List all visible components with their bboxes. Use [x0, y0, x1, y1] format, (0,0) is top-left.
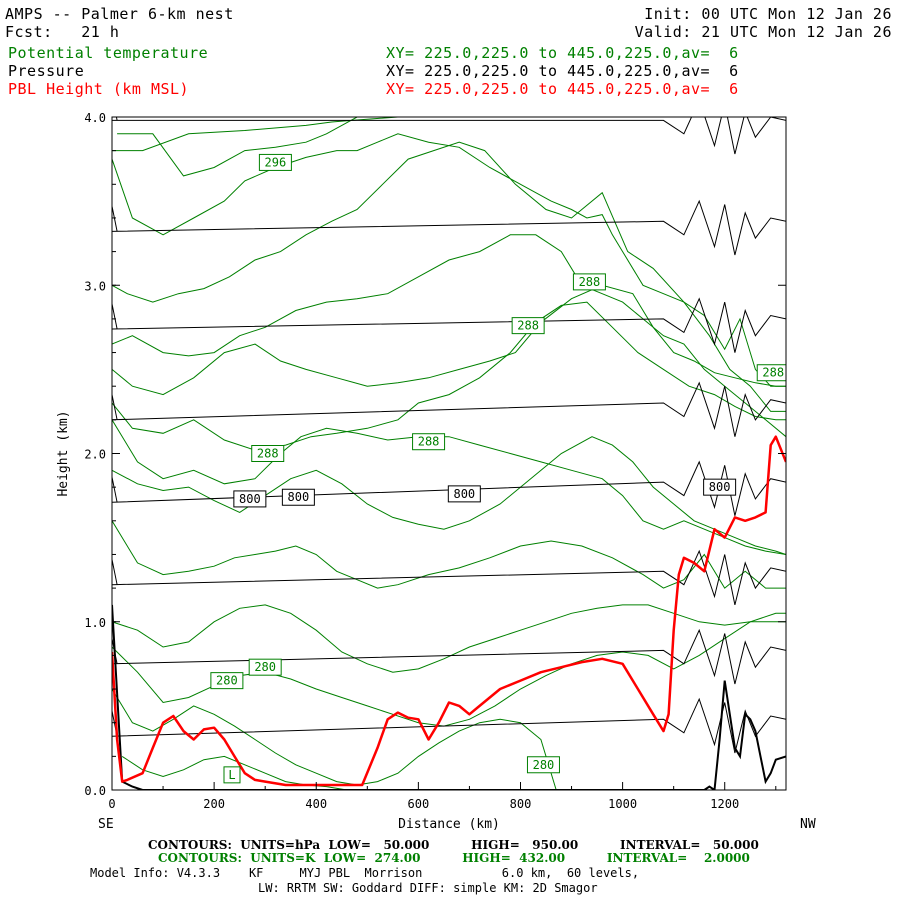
pressure-label-3-box	[703, 478, 737, 496]
pressure-contour-2	[112, 297, 786, 353]
footer-model-info: Model Info: V4.3.3 KF MYJ PBL Morrison 6…	[90, 866, 640, 880]
pressure-contour-edge-1	[112, 206, 118, 232]
pressure-contour-edge-4	[112, 477, 118, 503]
theta-label-3: 288	[762, 366, 784, 380]
valid-time: Valid: 21 UTC Mon 12 Jan 26	[634, 23, 892, 41]
pressure-contour-4	[112, 460, 786, 516]
theta-contour-6	[112, 301, 786, 451]
theta-label-3-box	[756, 364, 786, 382]
x-tick-label-3: 600	[408, 797, 430, 811]
x-tick-label-0: 0	[108, 797, 115, 811]
chart-title: AMPS -- Palmer 6-km nest	[5, 5, 234, 23]
pressure-contour-edge-3	[112, 394, 118, 420]
field-xy-pbl: XY= 225.0,225.0 to 445.0,225.0,av= 6	[386, 80, 739, 98]
theta-contour-7	[112, 419, 786, 555]
x-tick-label-5: 1000	[608, 797, 637, 811]
pressure-contour-3	[112, 381, 786, 437]
theta-contour-8	[112, 436, 786, 555]
x-tick-label-1: 200	[203, 797, 225, 811]
pressure-label-2-box	[447, 485, 481, 503]
init-time: Init: 00 UTC Mon 12 Jan 26	[644, 5, 892, 23]
theta-contour-5	[112, 284, 786, 396]
forecast-hour: Fcst: 21 h	[5, 23, 120, 41]
theta-label-6: 280	[254, 660, 276, 674]
theta-contour-3	[112, 141, 786, 412]
y-tick-label-3: 3.0	[84, 279, 106, 293]
x-tick-label-6: 1200	[710, 797, 739, 811]
theta-label-1: 288	[579, 275, 601, 289]
theta-contour-1	[117, 117, 521, 177]
theta-label-2-box	[511, 317, 545, 335]
pressure-contour-1	[112, 199, 786, 256]
pressure-contour-edge-5	[112, 559, 118, 585]
pressure-contour-0	[112, 117, 786, 155]
theta-label-7-box	[210, 672, 244, 690]
theta-label-4-box	[412, 433, 446, 451]
theta-label-0-box	[258, 153, 292, 171]
x-tick-label-4: 800	[510, 797, 532, 811]
pressure-label-1-box	[281, 488, 315, 506]
field-name-pbl: PBL Height (km MSL)	[8, 80, 190, 98]
theta-contour-11	[112, 612, 786, 727]
field-name-pressure: Pressure	[8, 62, 85, 80]
x-axis-label: Distance (km)	[398, 817, 500, 832]
pressure-label-1: 800	[288, 490, 310, 504]
field-xy-theta: XY= 225.0,225.0 to 445.0,225.0,av= 6	[386, 44, 739, 62]
theta-contour-9	[112, 520, 786, 589]
theta-label-9: L	[228, 768, 235, 782]
x-tick-label-2: 400	[305, 797, 327, 811]
theta-label-8-box	[526, 756, 560, 774]
terrain-line	[112, 604, 786, 790]
pressure-label-3: 800	[709, 480, 731, 494]
right-end-label: NW	[800, 817, 816, 832]
pressure-contour-7	[112, 697, 786, 754]
footer-pressure-contours: CONTOURS: UNITS=hPa LOW= 50.000 HIGH= 95…	[148, 838, 759, 852]
pressure-label-0: 800	[239, 492, 261, 506]
plot-area: 296 288 288 288 288 288 280 280 280 L 800 800 800 800	[112, 117, 786, 790]
theta-label-9-box	[223, 766, 241, 784]
footer-physics: LW: RRTM SW: Goddard DIFF: simple KM: 2D…	[258, 881, 598, 895]
theta-label-6-box	[248, 658, 282, 676]
y-tick-label-0: 0.0	[84, 784, 106, 798]
theta-label-8: 280	[533, 758, 555, 772]
theta-label-2: 288	[517, 319, 539, 333]
pressure-contour-6	[112, 628, 786, 685]
field-xy-pressure: XY= 225.0,225.0 to 445.0,225.0,av= 6	[386, 62, 739, 80]
y-tick-label-1: 1.0	[84, 616, 106, 630]
theta-label-4: 288	[418, 435, 440, 449]
theta-label-5: 288	[257, 447, 279, 461]
theta-contour-2	[112, 133, 786, 387]
y-tick-label-2: 2.0	[84, 448, 106, 462]
theta-label-5-box	[251, 445, 285, 462]
pressure-label-0-box	[233, 490, 267, 508]
theta-label-1-box	[572, 273, 606, 291]
y-axis-label: Height (km)	[56, 410, 71, 496]
theta-contour-10	[112, 604, 786, 673]
theta-label-0: 296	[265, 155, 287, 169]
pressure-label-2: 800	[453, 487, 475, 501]
theta-contour-12	[112, 688, 557, 790]
left-end-label: SE	[98, 817, 114, 832]
pbl-height-line	[112, 435, 786, 787]
footer-theta-contours: CONTOURS: UNITS=K LOW= 274.00 HIGH= 432.…	[158, 851, 750, 865]
y-tick-label-4: 4.0	[84, 111, 106, 125]
theta-contour-4	[112, 234, 786, 438]
field-name-theta: Potential temperature	[8, 44, 209, 62]
theta-contour-0	[112, 117, 531, 152]
pressure-contour-edge-2	[112, 303, 118, 330]
theta-label-7: 280	[216, 674, 238, 688]
